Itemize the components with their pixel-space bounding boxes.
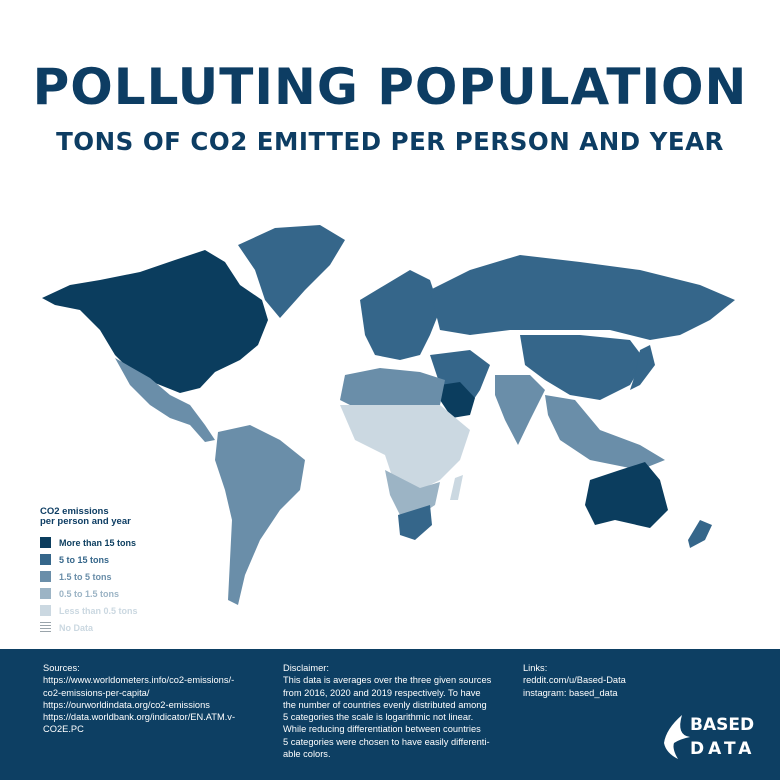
- region-south-africa: [398, 505, 432, 540]
- region-north-america: [42, 250, 268, 393]
- region-russia: [430, 255, 735, 340]
- region-southern-africa: [385, 470, 440, 515]
- disclaimer-line: 5 categories were chosen to have easily …: [283, 736, 490, 747]
- region-greenland: [238, 225, 345, 318]
- logo-line2: DATA: [690, 739, 756, 759]
- legend-label: 0.5 to 1.5 tons: [59, 588, 120, 599]
- disclaimer-title: Disclaimer:: [283, 663, 329, 673]
- legend-swatch: [40, 537, 51, 548]
- region-madagascar: [450, 475, 463, 500]
- sources-title: Sources:: [43, 663, 80, 673]
- footer: Sources: https://www.worldometers.info/c…: [0, 649, 780, 780]
- legend-swatch: [40, 571, 51, 582]
- legend-item: No Data: [40, 619, 138, 636]
- source-link[interactable]: https://data.worldbank.org/indicator/EN.…: [43, 712, 236, 723]
- links-section: Links: reddit.com/u/Based-Data instagram…: [523, 662, 626, 699]
- disclaimer-line: from 2016, 2020 and 2019 respectively. T…: [283, 687, 481, 698]
- logo-line1: BASED: [690, 715, 755, 735]
- source-link[interactable]: https://ourworldindata.org/co2-emissions: [43, 699, 210, 710]
- disclaimer-line: This data is averages over the three giv…: [283, 675, 492, 686]
- legend-label: 1.5 to 5 tons: [59, 571, 112, 582]
- region-europe: [360, 270, 440, 360]
- region-japan: [630, 345, 655, 390]
- source-link[interactable]: co2-emissions-per-capita/: [43, 687, 150, 698]
- world-map: [42, 225, 735, 605]
- legend-swatch: [40, 554, 51, 565]
- legend-item: 1.5 to 5 tons: [40, 568, 138, 585]
- sources-section: Sources: https://www.worldometers.info/c…: [43, 662, 235, 736]
- region-south-america: [215, 425, 305, 605]
- legend-label: More than 15 tons: [59, 537, 137, 548]
- region-china: [520, 335, 645, 400]
- legend-label: Less than 0.5 tons: [59, 605, 138, 616]
- source-link[interactable]: CO2E.PC: [43, 724, 84, 735]
- legend-label: No Data: [59, 622, 94, 633]
- region-india: [495, 375, 545, 445]
- based-data-logo-icon: [664, 715, 690, 759]
- legend-item: 0.5 to 1.5 tons: [40, 585, 138, 602]
- reddit-link[interactable]: reddit.com/u/Based-Data: [523, 675, 626, 686]
- legend-swatch: [40, 605, 51, 616]
- disclaimer-section: Disclaimer: This data is averages over t…: [283, 662, 491, 760]
- disclaimer-line: able colors.: [283, 749, 331, 760]
- region-new-zealand: [688, 520, 712, 548]
- disclaimer-line: the number of countries evenly distribut…: [283, 699, 487, 710]
- links-title: Links:: [523, 663, 548, 673]
- legend-swatch: [40, 588, 51, 599]
- disclaimer-line: While reducing differentiation between c…: [283, 724, 481, 735]
- legend-label: 5 to 15 tons: [59, 554, 110, 565]
- region-australia: [585, 462, 668, 528]
- region-central-africa: [340, 405, 470, 490]
- legend-item: Less than 0.5 tons: [40, 602, 138, 619]
- disclaimer-line: 5 categories the scale is logarithmic no…: [283, 712, 474, 723]
- legend-title: CO2 emissions per person and year: [40, 507, 138, 527]
- legend-item: 5 to 15 tons: [40, 551, 138, 568]
- legend-title-line1: CO2 emissions: [40, 506, 109, 517]
- legend-title-line2: per person and year: [40, 516, 131, 527]
- page-title: POLLUTING POPULATION: [32, 58, 748, 116]
- source-link[interactable]: https://www.worldometers.info/co2-emissi…: [43, 675, 235, 686]
- page-subtitle: TONS OF CO2 EMITTED PER PERSON AND YEAR: [56, 127, 724, 156]
- map-legend: CO2 emissions per person and year More t…: [40, 507, 138, 636]
- logo-text: BASED DATA: [690, 713, 755, 761]
- instagram-link[interactable]: instagram: based_data: [523, 687, 618, 698]
- region-saudi-arabia: [440, 382, 475, 418]
- no-data-hatch-icon: [40, 622, 51, 633]
- region-mexico: [115, 358, 215, 442]
- legend-item: More than 15 tons: [40, 534, 138, 551]
- region-southeast-asia: [545, 395, 665, 470]
- region-north-africa: [340, 368, 445, 410]
